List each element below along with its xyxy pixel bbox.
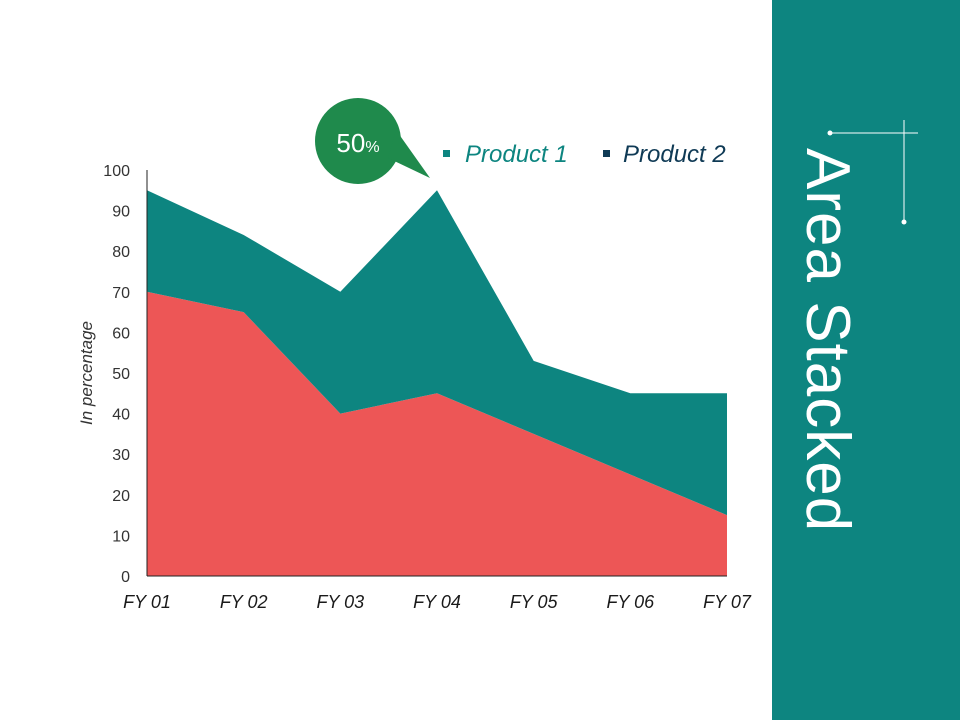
y-tick-label: 20 xyxy=(112,488,130,505)
callout-value-text: 50% xyxy=(336,128,379,158)
y-tick-label: 50 xyxy=(112,366,130,383)
x-tick-label: FY 04 xyxy=(413,592,461,612)
x-tick-labels: FY 01 FY 02 FY 03 FY 04 FY 05 FY 06 FY 07 xyxy=(123,592,752,612)
legend: Product 1 Product 2 xyxy=(443,141,726,168)
y-tick-label: 90 xyxy=(112,204,130,221)
area-series-1 xyxy=(147,291,727,576)
x-tick-label: FY 03 xyxy=(316,592,364,612)
y-tick-label: 70 xyxy=(112,285,130,302)
y-tick-labels: 0 10 20 30 40 50 60 70 80 90 100 xyxy=(103,163,130,586)
legend-swatch-product-2 xyxy=(603,150,610,157)
callout-pointer xyxy=(388,130,430,178)
y-tick-label: 80 xyxy=(112,244,130,261)
y-tick-label: 30 xyxy=(112,447,130,464)
area-series-2 xyxy=(147,190,727,516)
deco-dot-bottom xyxy=(901,219,907,225)
legend-label-product-2: Product 2 xyxy=(623,141,726,168)
legend-label-product-1: Product 1 xyxy=(465,141,568,168)
side-panel: Area Stacked xyxy=(772,0,960,720)
y-tick-label: 60 xyxy=(112,325,130,342)
y-tick-label: 0 xyxy=(121,569,130,586)
x-tick-label: FY 02 xyxy=(220,592,268,612)
x-tick-label: FY 01 xyxy=(123,592,171,612)
x-tick-label: FY 07 xyxy=(703,592,752,612)
callout-value: 50 xyxy=(336,128,365,158)
callout-unit: % xyxy=(365,139,379,156)
legend-swatch-product-1 xyxy=(443,150,450,157)
y-axis-label: In percentage xyxy=(77,321,96,425)
y-tick-label: 100 xyxy=(103,163,130,180)
callout-bubble: 50% xyxy=(315,98,430,184)
side-panel-title: Area Stacked xyxy=(793,148,862,533)
deco-dot-left xyxy=(827,130,833,136)
x-tick-label: FY 05 xyxy=(510,592,559,612)
y-tick-label: 10 xyxy=(112,528,130,545)
x-tick-label: FY 06 xyxy=(606,592,655,612)
y-tick-label: 40 xyxy=(112,407,130,424)
callout-circle xyxy=(315,98,401,184)
chart-areas xyxy=(147,190,727,576)
corner-decoration xyxy=(827,120,918,225)
